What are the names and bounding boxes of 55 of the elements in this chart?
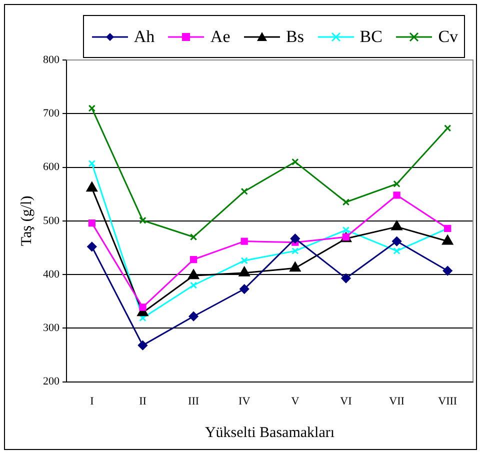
legend-label: BC: [360, 26, 382, 46]
point: [392, 236, 402, 246]
x-tick-label: VIII: [438, 395, 458, 408]
point: [442, 235, 454, 245]
y-tick-label: 400: [43, 268, 60, 280]
point: [290, 234, 300, 244]
legend-label: Ae: [210, 26, 230, 46]
point: [238, 266, 250, 276]
y-tick-label: 300: [43, 322, 60, 334]
point: [292, 247, 299, 255]
point: [442, 266, 452, 276]
x-axis-title: Yükselti Basamakları: [204, 424, 335, 441]
y-tick-label: 600: [43, 161, 60, 174]
x-tick-label: IV: [238, 395, 250, 408]
point: [190, 256, 198, 264]
y-tick-label: 200: [43, 376, 60, 388]
x-tick-label: II: [139, 395, 147, 408]
point: [88, 219, 96, 227]
point: [240, 257, 248, 264]
x-tick-label: V: [291, 395, 300, 408]
point: [190, 282, 198, 289]
x-tick-label: VI: [340, 395, 352, 408]
y-axis-title: Taş (g/l): [18, 196, 35, 246]
y-tick-label: 800: [43, 54, 60, 66]
legend-label: Bs: [286, 26, 304, 46]
point: [240, 188, 248, 195]
point: [342, 198, 350, 206]
point: [292, 158, 299, 166]
point: [393, 192, 400, 199]
point: [86, 182, 98, 192]
point: [393, 180, 400, 188]
point: [444, 124, 452, 132]
point: [188, 269, 200, 280]
legend-label: Cv: [438, 26, 458, 46]
y-tick-label: 500: [43, 214, 60, 227]
point: [139, 304, 146, 311]
point: [190, 233, 198, 241]
point: [188, 312, 198, 322]
point: [391, 220, 402, 230]
point: [139, 216, 146, 224]
legend-label: Ah: [134, 26, 155, 46]
point: [88, 104, 96, 112]
x-tick-label: VII: [389, 395, 405, 408]
point: [240, 284, 250, 294]
point: [87, 242, 97, 252]
point: [88, 160, 96, 168]
y-tick-label: 700: [43, 108, 60, 120]
point: [341, 274, 351, 284]
point: [240, 238, 248, 245]
x-tick-label: III: [188, 395, 200, 408]
point: [393, 247, 400, 255]
point: [290, 262, 301, 272]
point: [138, 340, 148, 350]
x-tick-label: I: [90, 395, 94, 408]
point: [342, 226, 350, 234]
